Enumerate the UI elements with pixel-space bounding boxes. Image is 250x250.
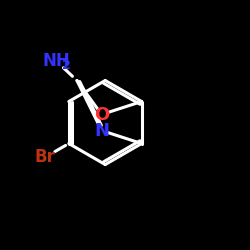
Text: O: O	[94, 106, 109, 124]
Text: Br: Br	[35, 148, 56, 166]
Text: 2: 2	[62, 59, 71, 72]
Text: N: N	[94, 122, 109, 140]
Text: NH: NH	[42, 52, 70, 70]
